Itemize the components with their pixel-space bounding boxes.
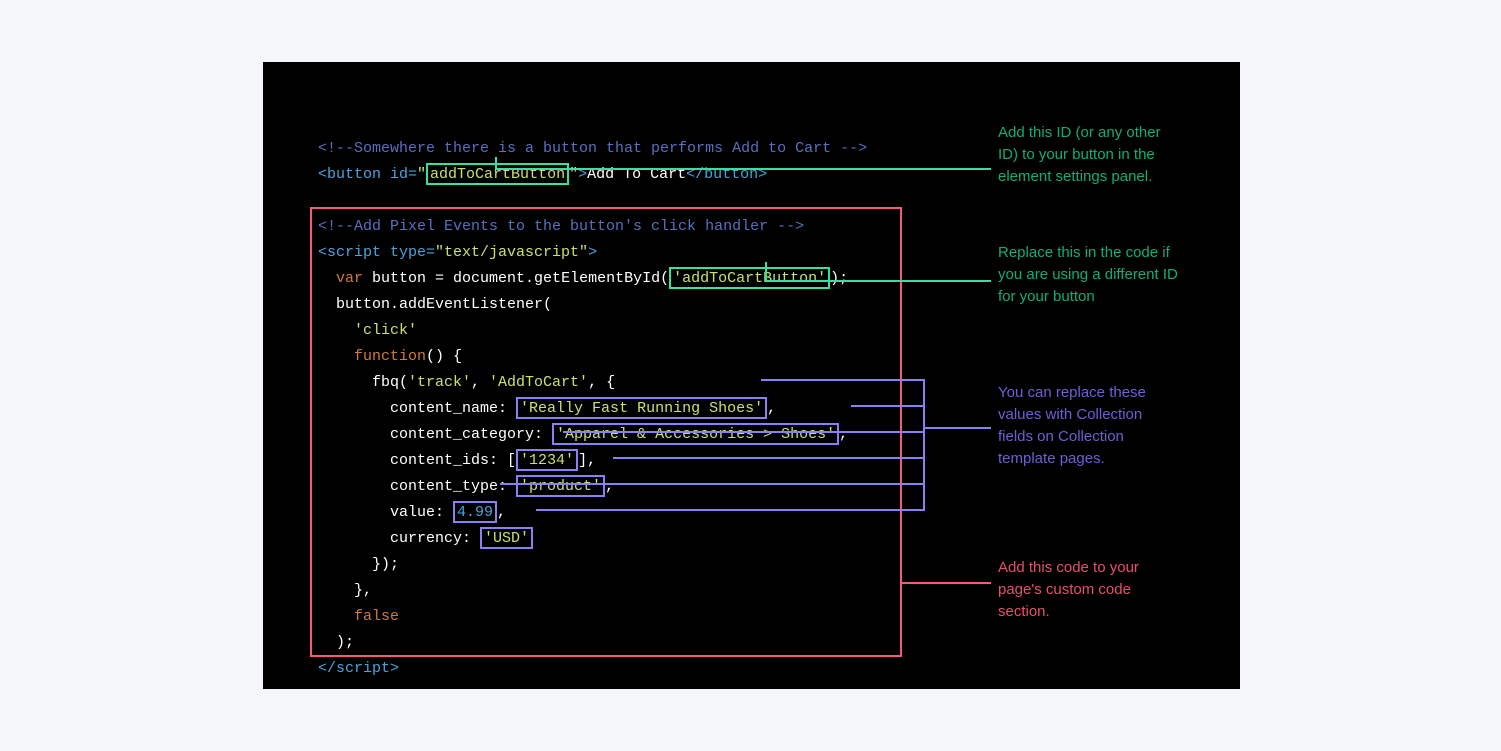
connector-line <box>563 431 925 433</box>
code-block: <!--Somewhere there is a button that per… <box>318 110 867 682</box>
connector-line <box>495 168 991 170</box>
code-token: }, <box>318 582 372 599</box>
code-token: 'track' <box>408 374 471 391</box>
connector-line <box>613 457 925 459</box>
code-token: content_ids: [ <box>318 452 516 469</box>
code-panel: <!--Somewhere there is a button that per… <box>263 62 1240 689</box>
code-token: content_category: <box>318 426 552 443</box>
code-token <box>318 270 336 287</box>
annotation-collection-fields: You can replace these values with Collec… <box>998 382 1178 470</box>
code-token: var <box>336 270 363 287</box>
code-token: () { <box>426 348 462 365</box>
connector-line <box>765 262 767 282</box>
connector-line <box>500 483 925 485</box>
code-token: 'click' <box>354 322 417 339</box>
code-token: content_type: <box>318 478 516 495</box>
highlight-currency: 'USD' <box>480 527 533 549</box>
highlight-content-type: 'product' <box>516 475 605 497</box>
highlight-content-name: 'Really Fast Running Shoes' <box>516 397 767 419</box>
connector-line <box>761 379 925 381</box>
code-token: "text/javascript" <box>435 244 588 261</box>
highlight-getelementbyid-arg: 'addToCartButton' <box>669 267 830 289</box>
connector-line <box>765 280 991 282</box>
connector-line <box>923 379 925 511</box>
code-token <box>318 608 354 625</box>
code-token: , <box>767 400 776 417</box>
code-token: 'addToCartButton' <box>673 270 826 287</box>
code-token: fbq( <box>318 374 408 391</box>
annotation-custom-code: Add this code to your page's custom code… <box>998 557 1178 623</box>
code-token: 'product' <box>520 478 601 495</box>
code-token: ); <box>318 634 354 651</box>
code-token: <script <box>318 244 381 261</box>
code-token: , <box>839 426 848 443</box>
code-token: false <box>354 608 399 625</box>
code-token: ], <box>578 452 596 469</box>
code-token: , { <box>588 374 615 391</box>
code-token: , <box>497 504 506 521</box>
code-token: content_name: <box>318 400 516 417</box>
code-token: 'Apparel & Accessories > Shoes' <box>556 426 835 443</box>
code-token: <button <box>318 166 381 183</box>
connector-line <box>536 509 925 511</box>
code-token: currency: <box>318 530 480 547</box>
code-token: }); <box>318 556 399 573</box>
code-token: ); <box>830 270 848 287</box>
code-token: value: <box>318 504 453 521</box>
highlight-content-category: 'Apparel & Accessories > Shoes' <box>552 423 839 445</box>
code-token: button = document.getElementById( <box>363 270 669 287</box>
code-token: 'Really Fast Running Shoes' <box>520 400 763 417</box>
code-token: , <box>471 374 489 391</box>
code-token <box>318 348 354 365</box>
code-token: 'USD' <box>484 530 529 547</box>
code-token: , <box>605 478 614 495</box>
annotation-add-id: Add this ID (or any other ID) to your bu… <box>998 122 1178 188</box>
code-comment: <!--Somewhere there is a button that per… <box>318 140 867 157</box>
connector-line <box>902 582 991 584</box>
annotation-replace-id: Replace this in the code if you are usin… <box>998 242 1178 308</box>
code-token <box>318 322 354 339</box>
code-token: " <box>417 166 426 183</box>
code-token: 4.99 <box>457 504 493 521</box>
code-token: </script> <box>318 660 399 677</box>
code-token: type= <box>381 244 435 261</box>
connector-line <box>851 405 925 407</box>
highlight-button-id: addToCartButton <box>426 163 569 185</box>
code-token: id= <box>381 166 417 183</box>
code-token: '1234' <box>520 452 574 469</box>
code-token: 'AddToCart' <box>489 374 588 391</box>
code-token: > <box>588 244 597 261</box>
connector-line <box>923 427 991 429</box>
highlight-value: 4.99 <box>453 501 497 523</box>
code-token: function <box>354 348 426 365</box>
code-token: button.addEventListener( <box>318 296 552 313</box>
code-comment: <!--Add Pixel Events to the button's cli… <box>318 218 804 235</box>
highlight-content-ids: '1234' <box>516 449 578 471</box>
